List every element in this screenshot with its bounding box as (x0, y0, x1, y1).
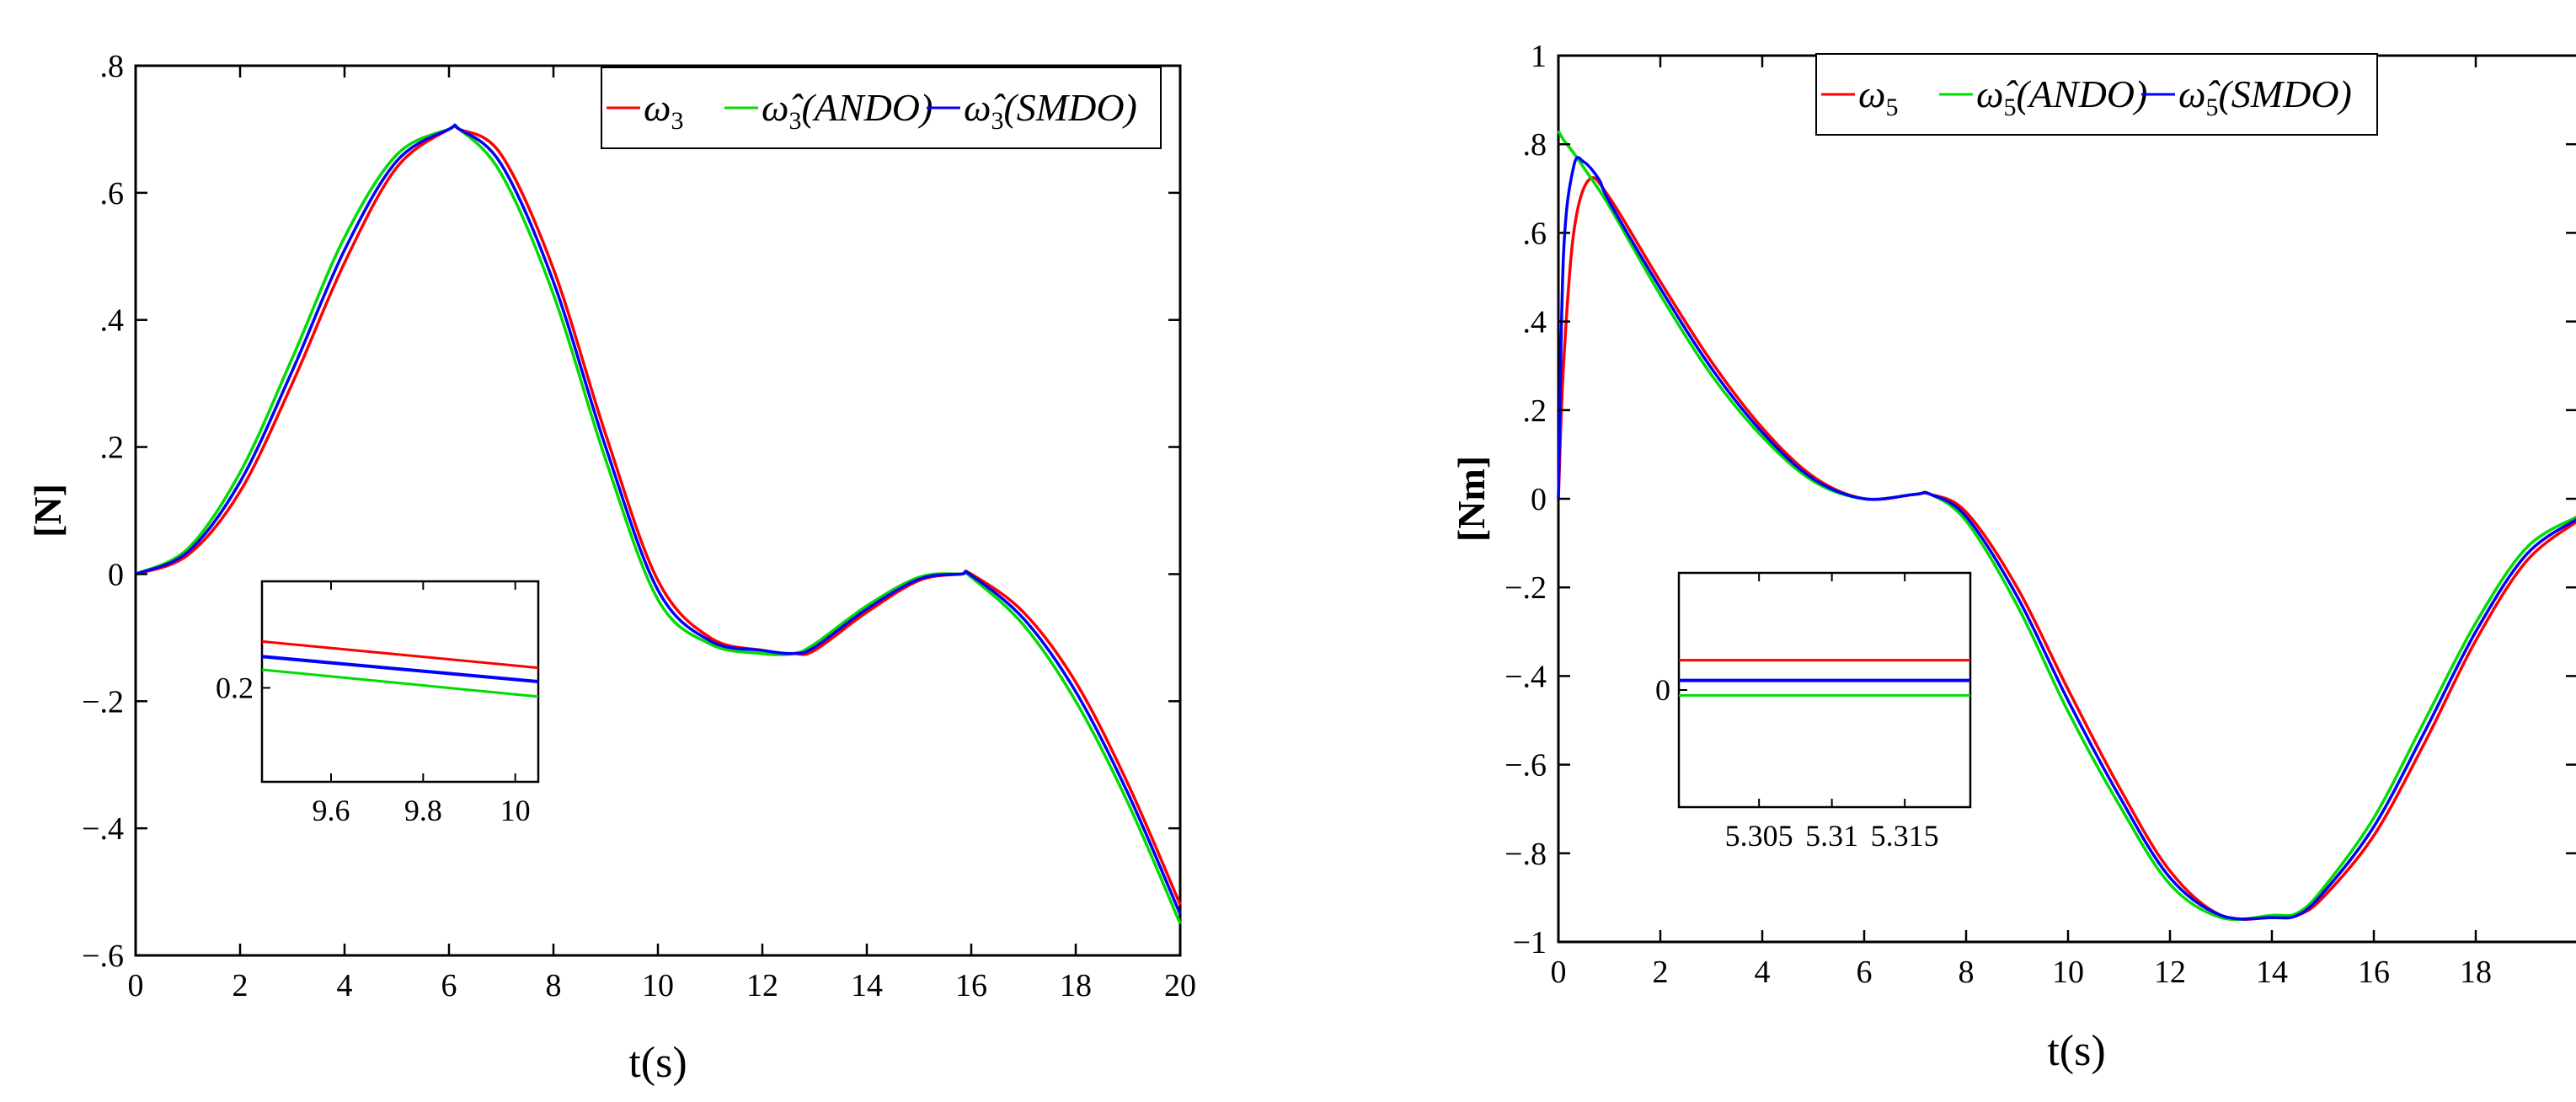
chart0-x-tick-label: 6 (441, 968, 457, 1003)
right-plot-frame (1557, 54, 2576, 944)
chart0-y-tick-label: 0 (108, 557, 124, 592)
chart1-legend-label-1: ω̂5(ANDO) (1976, 72, 2147, 121)
chart1-y-tick-label: −.4 (1504, 659, 1547, 694)
chart0-series-2-line (135, 123, 1182, 915)
chart0-inset-series-1-line (261, 668, 539, 698)
chart0-inset-x-tick-label: 10 (500, 794, 531, 827)
chart1-legend-label-0: ω5 (1858, 72, 1898, 121)
right-inset-plot: 5.305 5.31 5.315 0 (1655, 571, 1972, 853)
chart1-series-2-line (1557, 156, 2576, 921)
chart1-y-tick-label: .2 (1523, 393, 1547, 429)
chart1-y-tick-label: .8 (1523, 127, 1547, 163)
left-legend-box (601, 67, 1162, 149)
chart1-x-tick-label: 6 (1857, 955, 1873, 990)
chart1-y-tick-label: −.2 (1504, 570, 1547, 606)
chart0-x-tick-label: 20 (1164, 968, 1196, 1003)
chart0-x-tick-label: 10 (642, 968, 674, 1003)
chart0-x-tick-label: 4 (337, 968, 353, 1003)
chart1-inset-x-tick-label: 5.315 (1871, 819, 1939, 853)
chart1-x-tick-label: 8 (1959, 955, 1975, 990)
chart0-y-tick-label: .6 (100, 176, 125, 211)
chart0-inset-frame (260, 580, 540, 784)
chart1-x-tick-label: 10 (2052, 955, 2084, 990)
chart0-inset-series-2-line (261, 655, 539, 683)
chart0-x-tick-label: 16 (955, 968, 987, 1003)
chart0-inset-y-tick-label: 0.2 (216, 671, 254, 704)
chart1-x-tick-label: 12 (2154, 955, 2186, 990)
right-legend-box (1815, 53, 2378, 136)
chart1-x-tick-label: 18 (2460, 955, 2492, 990)
chart0-legend-label-0: ω3 (644, 86, 683, 135)
left-legend: ω3 ω̂3(ANDO) ω̂3(SMDO) (601, 67, 1162, 149)
chart0-inset-x-tick-label: 9.8 (404, 794, 442, 827)
chart1-y-tick-label: .4 (1523, 305, 1547, 340)
right-y-axis-label: [Nm] (1450, 456, 1493, 542)
chart0-legend-label-1: ω̂3(ANDO) (762, 86, 933, 135)
chart0-legend-label-2: ω̂3(SMDO) (964, 86, 1137, 135)
chart1-y-tick-label: −1 (1513, 925, 1547, 960)
chart0-y-tick-label: −.4 (82, 811, 124, 847)
chart0-inset-x-tick-label: 9.6 (313, 794, 350, 827)
chart1-x-tick-label: 0 (1551, 955, 1567, 990)
chart1-series-0-line (1557, 176, 2576, 922)
chart1-y-tick-label: 0 (1531, 482, 1547, 517)
left-chart: 0 2 4 6 8 10 12 14 16 18 20−.6−.4−.20.2.4.6.8 t(s)… (26, 49, 1196, 1087)
chart1-y-tick-label: .6 (1523, 216, 1547, 251)
left-plot-frame (134, 64, 1182, 957)
chart0-x-tick-label: 14 (851, 968, 883, 1003)
chart1-x-tick-label: 2 (1653, 955, 1669, 990)
chart0-y-tick-label: .8 (100, 49, 125, 84)
right-x-axis-label: t(s) (2047, 1027, 2105, 1075)
chart1-inset-y-tick-label: 0 (1655, 673, 1670, 707)
chart1-legend-label-2: ω̂5(SMDO) (2178, 72, 2352, 121)
chart0-x-tick-label: 0 (128, 968, 144, 1003)
chart0-x-tick-label: 2 (232, 968, 249, 1003)
chart0-x-tick-label: 8 (546, 968, 562, 1003)
chart0-y-tick-label: .2 (100, 431, 125, 466)
left-y-axis-label: [N] (26, 484, 69, 538)
chart0-series-0-line (135, 123, 1182, 906)
right-legend: ω5 ω̂5(ANDO) ω̂5(SMDO) (1815, 53, 2378, 136)
chart1-x-tick-label: 4 (1755, 955, 1771, 990)
left-inset-plot: 9.6 9.8 10 0.2 (216, 580, 540, 827)
chart1-inset-frame (1677, 571, 1972, 809)
chart0-x-tick-label: 12 (746, 968, 778, 1003)
chart1-x-tick-label: 14 (2256, 955, 2288, 990)
chart1-inset-x-tick-label: 5.31 (1805, 819, 1858, 853)
chart1-x-tick-label: 16 (2358, 955, 2390, 990)
chart1-y-tick-label: −.6 (1504, 748, 1547, 784)
chart0-x-tick-label: 18 (1060, 968, 1092, 1003)
chart0-y-tick-label: −.2 (82, 684, 124, 720)
chart0-inset-series-0-line (261, 639, 539, 670)
left-x-axis-label: t(s) (628, 1039, 687, 1087)
chart1-series-1-line (1557, 130, 2576, 922)
chart0-y-tick-label: −.6 (82, 939, 124, 974)
chart0-series-1-line (135, 123, 1182, 924)
chart0-y-tick-label: .4 (100, 303, 125, 339)
right-chart: 0 2 4 6 8 10 12 14 16 18−1−.8−.6−.4−.20.2.4.6.81 … (1450, 39, 2576, 1075)
chart1-y-tick-label: −.8 (1504, 837, 1547, 872)
chart1-inset-x-tick-label: 5.305 (1725, 819, 1793, 853)
chart1-y-tick-label: 1 (1531, 39, 1547, 74)
